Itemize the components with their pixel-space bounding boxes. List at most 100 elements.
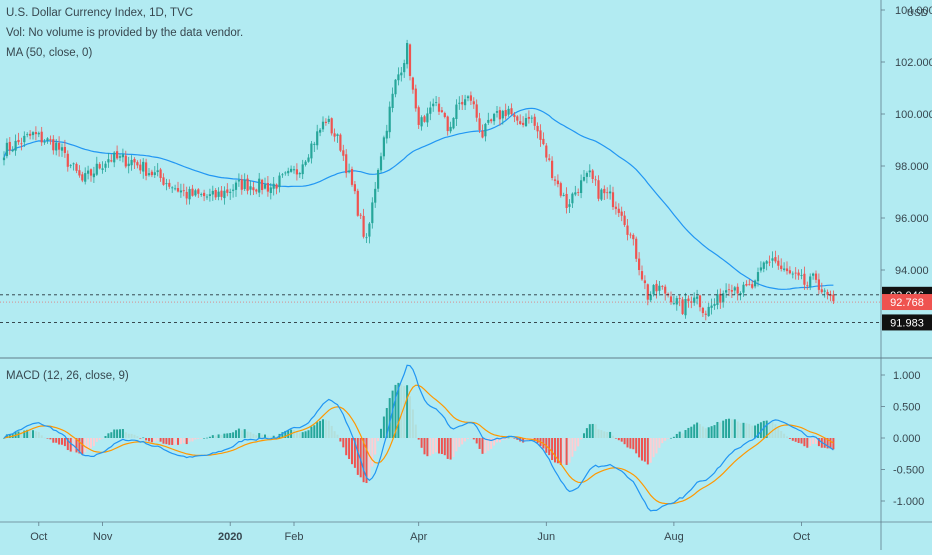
candle[interactable] [321,116,325,132]
candle[interactable] [87,165,90,180]
candle[interactable] [478,112,481,134]
candle[interactable] [713,298,716,310]
candle[interactable] [809,273,812,291]
candle[interactable] [539,124,542,147]
candle[interactable] [214,188,217,200]
candle[interactable] [182,183,185,197]
candle[interactable] [301,159,304,180]
candle[interactable] [669,291,673,305]
candle[interactable] [153,166,156,178]
candle[interactable] [81,171,84,183]
candle[interactable] [110,154,113,163]
candle[interactable] [524,113,528,128]
candle[interactable] [559,181,562,198]
candle[interactable] [281,173,284,178]
candle[interactable] [565,187,568,214]
candle[interactable] [487,112,490,125]
candle[interactable] [736,283,739,301]
candle[interactable] [101,161,104,174]
candle[interactable] [504,103,507,120]
candle[interactable] [719,288,722,309]
candle[interactable] [142,158,145,179]
candle[interactable] [368,221,371,244]
candle[interactable] [742,281,745,297]
candle[interactable] [614,201,617,215]
candle[interactable] [574,185,577,197]
candle[interactable] [623,210,626,227]
candle[interactable] [46,137,49,144]
candle[interactable] [124,150,127,169]
candle[interactable] [429,101,432,121]
candle[interactable] [638,252,641,276]
candle[interactable] [646,283,649,306]
candle[interactable] [751,280,754,290]
candle[interactable] [542,132,545,146]
candle[interactable] [95,156,98,176]
candle[interactable] [313,141,316,152]
candle[interactable] [118,153,122,162]
candle[interactable] [548,154,551,162]
candle[interactable] [229,188,232,200]
candle[interactable] [469,91,472,105]
candle[interactable] [179,183,182,198]
candle[interactable] [516,115,519,126]
candle[interactable] [730,284,733,299]
candle[interactable] [391,87,394,113]
candle[interactable] [536,122,539,139]
candle[interactable] [197,188,200,198]
candle[interactable] [208,188,211,202]
candle[interactable] [455,99,458,127]
candle[interactable] [31,131,35,140]
candle[interactable] [319,127,322,137]
price-label[interactable]: 92.768 [890,297,924,309]
candle[interactable] [609,184,612,200]
candle[interactable] [522,116,525,128]
candle[interactable] [29,130,32,140]
candle[interactable] [556,174,559,188]
candle[interactable] [519,114,522,125]
candle[interactable] [562,192,565,197]
candle[interactable] [168,179,171,189]
candle[interactable] [791,271,794,279]
candle[interactable] [490,118,493,124]
candle[interactable] [780,258,783,272]
candle[interactable] [408,43,412,81]
candle[interactable] [145,158,148,181]
candle[interactable] [690,296,693,309]
candle[interactable] [226,183,229,197]
candle[interactable] [211,185,214,201]
candle[interactable] [507,105,510,117]
candle[interactable] [162,173,165,186]
candle[interactable] [707,302,710,317]
candle[interactable] [594,175,597,186]
candle[interactable] [377,168,380,192]
candle[interactable] [414,84,417,112]
candle[interactable] [765,259,768,271]
price-label[interactable]: 91.983 [890,317,924,329]
candle[interactable] [150,169,153,178]
candle[interactable] [768,255,771,267]
candle[interactable] [8,137,11,155]
candle[interactable] [585,171,588,184]
candle[interactable] [458,96,461,110]
candle[interactable] [698,294,702,312]
candle[interactable] [435,95,438,107]
candle[interactable] [774,250,777,264]
candle[interactable] [330,117,333,136]
candle[interactable] [420,115,423,131]
candle[interactable] [37,131,40,138]
candle[interactable] [783,262,786,272]
candle[interactable] [324,118,327,126]
candle[interactable] [545,143,548,162]
candle[interactable] [272,177,275,196]
candle[interactable] [823,288,826,298]
candle[interactable] [339,133,342,153]
candle[interactable] [292,165,296,174]
candle[interactable] [461,95,464,110]
candle[interactable] [287,167,290,177]
candle[interactable] [725,283,728,298]
candle[interactable] [817,273,820,295]
candle[interactable] [284,171,287,176]
candle[interactable] [52,135,55,155]
